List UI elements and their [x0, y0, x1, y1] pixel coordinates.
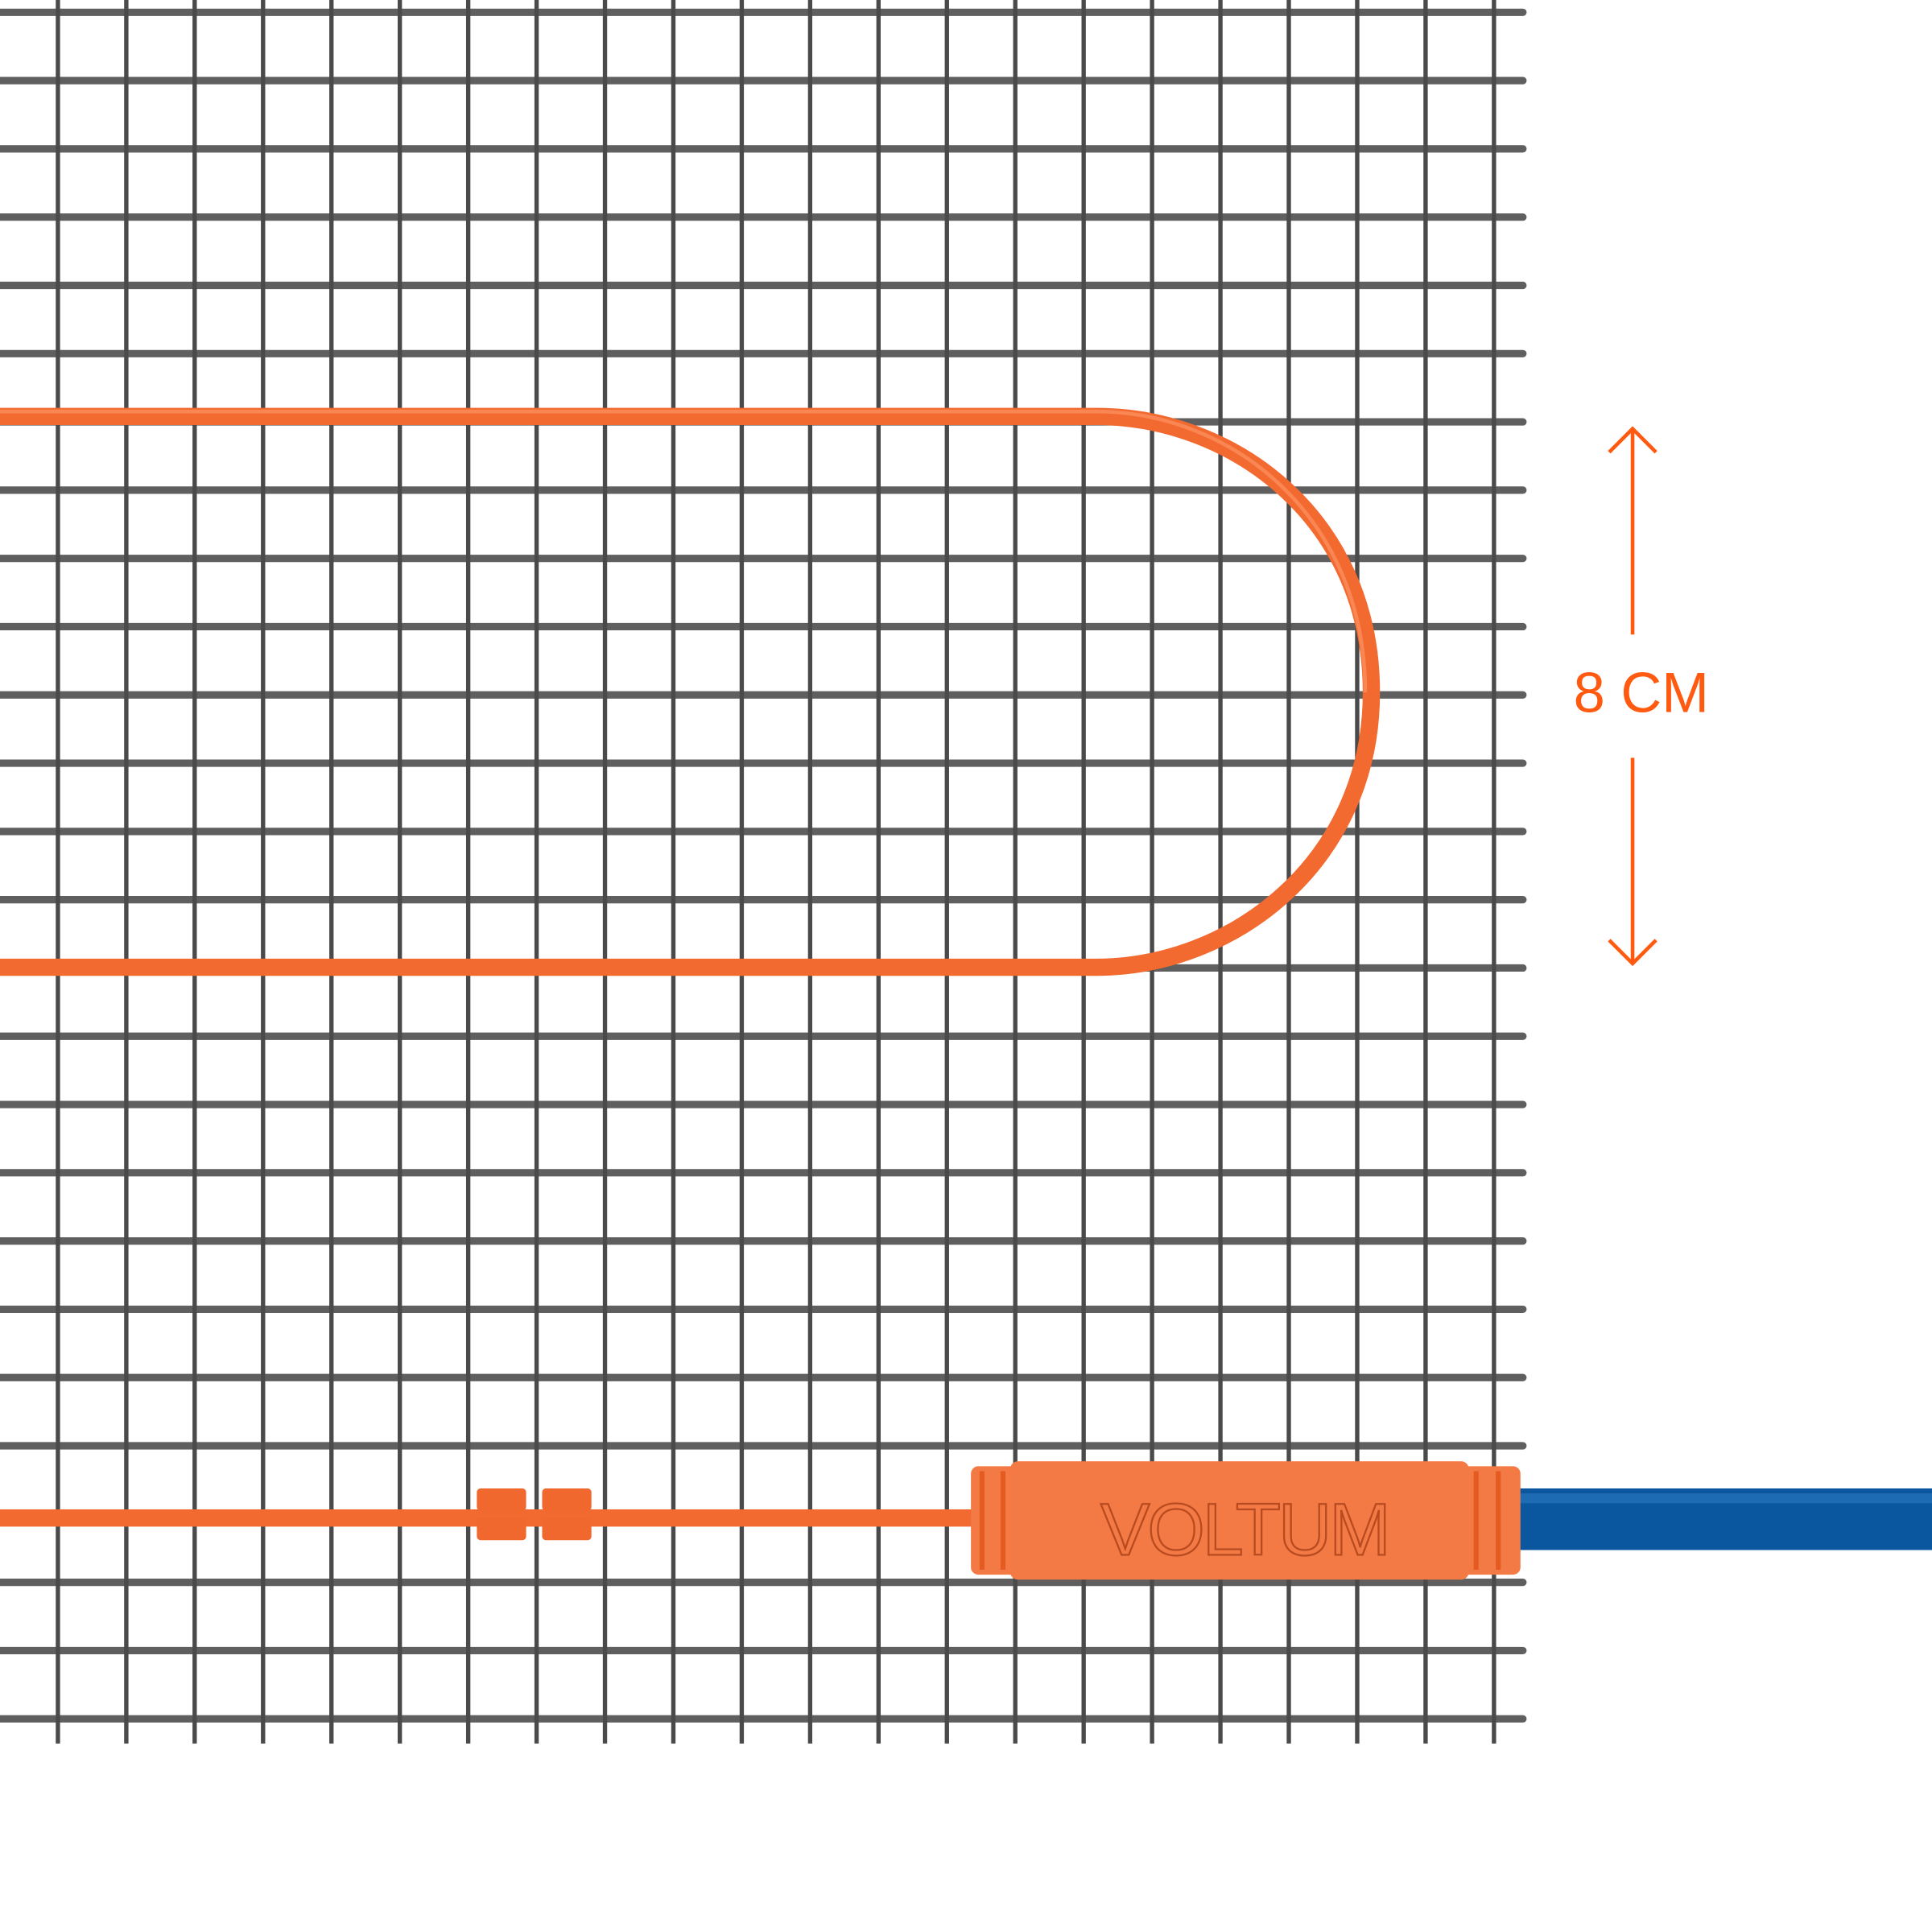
arrow-up-icon — [1608, 426, 1657, 635]
arrow-down-icon — [1608, 758, 1657, 967]
heating-cable-loop-highlight — [0, 409, 1368, 693]
connector-sleeve: VOLTUM — [971, 1461, 1521, 1580]
cable-clip — [477, 1488, 592, 1541]
dimension-label: 8 CM — [1574, 661, 1709, 724]
dimension-indicator: 8 CM — [1574, 426, 1709, 967]
heating-cable-loop — [0, 407, 1381, 976]
connector-brand-logo: VOLTUM — [1100, 1489, 1388, 1571]
